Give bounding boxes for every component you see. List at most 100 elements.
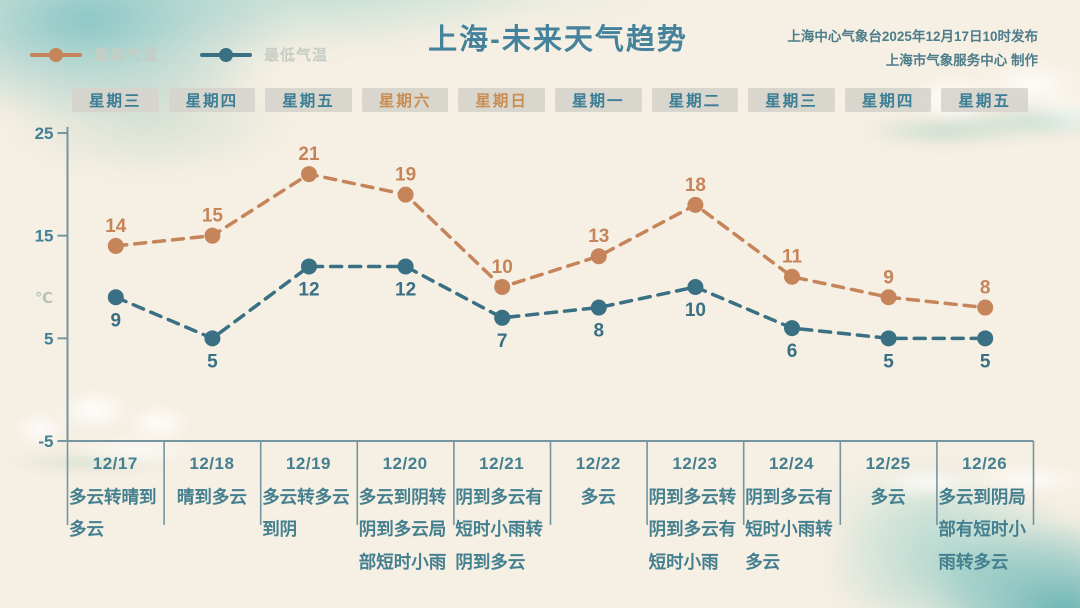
low-temp-line-icon [200, 47, 253, 62]
forecast-weather: 晴到多云 [176, 487, 247, 507]
forecast-column-12-25: 12/25 多云 [840, 441, 937, 606]
low-temp-value: 9 [111, 310, 122, 331]
weekday-chip-9: 星期五 [941, 88, 1028, 112]
high-temp-line-icon [30, 47, 82, 62]
high-temp-point [494, 279, 511, 295]
y-tick-label: 25 [35, 124, 54, 143]
forecast-weather: 多云到阴局部有短时小雨转多云 [938, 487, 1026, 572]
forecast-column-12-24: 12/24 阴到多云有短时小雨转多云 [743, 441, 840, 606]
forecast-date: 12/18 [189, 454, 235, 473]
low-temp-point [977, 330, 994, 347]
high-temp-point [784, 268, 800, 285]
forecast-weather: 阴到多云有短时小雨转多云 [745, 487, 833, 572]
high-temp-value: 13 [588, 226, 609, 247]
forecast-column-12-26: 12/26 多云到阴局部有短时小雨转多云 [936, 441, 1033, 606]
y-tick-label: 5 [44, 329, 53, 348]
legend-label-high-temp: 最高气温 [94, 47, 159, 64]
low-temp-value: 12 [395, 279, 416, 300]
forecast-column-12-21: 12/21 阴到多云有短时小雨转阴到多云 [453, 441, 550, 606]
forecast-weather: 多云转晴到多云 [69, 487, 157, 540]
forecast-weather: 阴到多云转阴到多云有短时小雨 [648, 487, 737, 572]
forecast-column-12-22: 12/22 多云 [550, 441, 647, 606]
high-temp-point [397, 186, 414, 203]
forecast-column-12-18: 12/18 晴到多云 [164, 441, 261, 606]
forecast-weather: 多云 [580, 487, 616, 507]
low-temp-value: 7 [497, 331, 508, 352]
low-temp-point [301, 258, 317, 275]
forecast-column-12-20: 12/20 多云到阴转阴到多云局部短时小雨 [357, 441, 454, 606]
low-temp-value: 5 [883, 351, 894, 372]
weekday-chip-5: 星期一 [555, 88, 642, 112]
high-temp-value: 8 [980, 278, 991, 299]
low-temp-line [114, 264, 987, 341]
high-temp-value: 14 [105, 216, 127, 237]
weekday-chip-0: 星期三 [72, 88, 159, 112]
forecast-weather: 多云 [870, 487, 906, 507]
forecast-column-12-19: 12/19 多云转多云到阴 [260, 441, 357, 606]
low-temp-value: 5 [207, 351, 218, 372]
low-temp-value: 6 [787, 341, 798, 362]
forecast-date: 12/24 [768, 454, 814, 473]
high-temp-value: 18 [685, 175, 706, 196]
high-temp-point [687, 196, 704, 213]
high-temp-value: 9 [883, 267, 894, 288]
forecast-date: 12/19 [285, 454, 331, 473]
page-title: 上海-未来天气趋势 [428, 24, 688, 56]
low-temp-point [687, 279, 704, 295]
low-temp-value: 8 [594, 321, 605, 342]
low-temp-point [880, 330, 897, 347]
legend-label-low-temp: 最低气温 [264, 47, 329, 64]
high-temp-value: 15 [202, 206, 224, 227]
low-temp-value: 5 [980, 351, 991, 372]
high-temp-value: 21 [298, 144, 320, 165]
forecast-column-12-17: 12/17 多云转晴到多云 [67, 441, 164, 606]
forecast-date: 12/20 [382, 454, 428, 473]
forecast-weather: 多云转多云到阴 [262, 487, 350, 540]
legend-item-low-temp: 最低气温 [200, 44, 328, 65]
source-info: 上海中心气象台2025年12月17日10时发布 上海市气象服务中心 制作 [787, 25, 1038, 73]
low-temp-point [107, 289, 124, 306]
weekday-chip-3: 星期六 [361, 88, 449, 112]
forecast-date: 12/21 [479, 454, 525, 473]
forecast-weather: 阴到多云有短时小雨转阴到多云 [455, 487, 543, 572]
forecast-date: 12/22 [575, 454, 621, 473]
high-temp-line [114, 172, 987, 310]
y-axis-unit-label: ℃ [35, 290, 53, 307]
forecast-date: 12/25 [865, 454, 911, 473]
weekday-chip-1: 星期四 [168, 88, 256, 112]
weekday-header-row: 星期三 星期四 星期五 星期六 星期日 星期一 星期二 星期三 星期四 星期五 [67, 88, 1033, 112]
legend: 最高气温 最低气温 [30, 44, 328, 65]
high-temp-point [977, 299, 994, 316]
low-temp-point [494, 309, 511, 326]
weekday-chip-6: 星期二 [651, 88, 739, 112]
forecast-column-12-23: 12/23 阴到多云转阴到多云有短时小雨 [647, 441, 744, 606]
forecast-weather: 多云到阴转阴到多云局部短时小雨 [358, 487, 447, 572]
high-temp-value: 11 [782, 247, 803, 268]
high-temp-point [107, 237, 124, 254]
low-temp-point [204, 330, 221, 347]
forecast-table: 12/17 多云转晴到多云 12/18 晴到多云 12/19 多云转多云到阴 12/20 多云… [67, 441, 1034, 606]
source-line-1: 上海中心气象台2025年12月17日10时发布 [787, 29, 1038, 44]
low-temp-point [590, 299, 607, 316]
weekday-chip-7: 星期三 [748, 88, 835, 112]
high-temp-value: 19 [395, 165, 416, 186]
weekday-chip-4: 星期日 [458, 88, 545, 112]
low-temp-value: 10 [685, 300, 706, 321]
low-temp-point [397, 258, 414, 275]
low-temp-point [784, 320, 800, 337]
forecast-date: 12/23 [672, 454, 718, 473]
y-tick-label: -5 [38, 432, 53, 451]
forecast-date: 12/17 [92, 454, 138, 473]
high-temp-point [204, 227, 221, 244]
high-temp-point [590, 248, 607, 265]
source-line-2: 上海市气象服务中心 制作 [885, 53, 1038, 68]
weekday-chip-8: 星期四 [844, 88, 932, 112]
low-temp-value: 12 [298, 279, 319, 300]
high-temp-point [301, 166, 317, 183]
weekday-chip-2: 星期五 [265, 88, 352, 112]
y-tick-label: 15 [35, 227, 54, 246]
forecast-date: 12/26 [962, 454, 1008, 473]
high-temp-point [880, 289, 897, 306]
